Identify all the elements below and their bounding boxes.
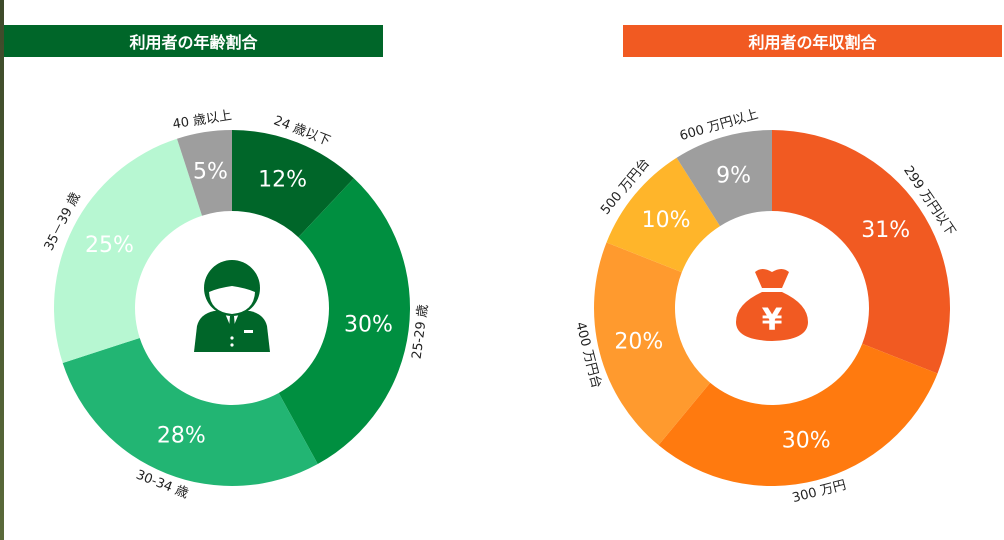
- slice-value-label: 12%: [258, 168, 307, 193]
- slice-value-label: 10%: [642, 208, 691, 233]
- slice-value-label: 20%: [614, 330, 663, 355]
- donut-slice: [593, 242, 711, 446]
- donut-slice: [62, 337, 318, 486]
- donut-slice: [176, 130, 232, 216]
- slice-value-label: 30%: [344, 313, 393, 338]
- donut-slice: [658, 343, 938, 487]
- donut-slice: [606, 157, 721, 273]
- donut-slice: [278, 178, 411, 464]
- slice-value-label: 25%: [85, 233, 134, 258]
- window-left-edge: [0, 0, 4, 540]
- businessman-icon: [194, 260, 270, 352]
- slice-value-label: 5%: [193, 160, 228, 185]
- slice-value-label: 31%: [861, 218, 910, 243]
- slice-value-label: 28%: [157, 423, 206, 448]
- slice-value-label: 30%: [782, 429, 831, 454]
- slice-value-label: 9%: [716, 163, 751, 188]
- income-chart-title: 利用者の年収割合: [623, 25, 1002, 57]
- donut-slice: [772, 130, 950, 374]
- donut-slice: [232, 130, 354, 238]
- slice-category-label: 25-29 歳: [410, 304, 432, 360]
- svg-text:¥: ¥: [762, 303, 783, 338]
- donut-slice: [676, 130, 772, 227]
- age-chart-title: 利用者の年齢割合: [4, 25, 383, 57]
- donut-slice: [54, 138, 203, 364]
- money-bag-yen-icon: ¥: [736, 269, 808, 341]
